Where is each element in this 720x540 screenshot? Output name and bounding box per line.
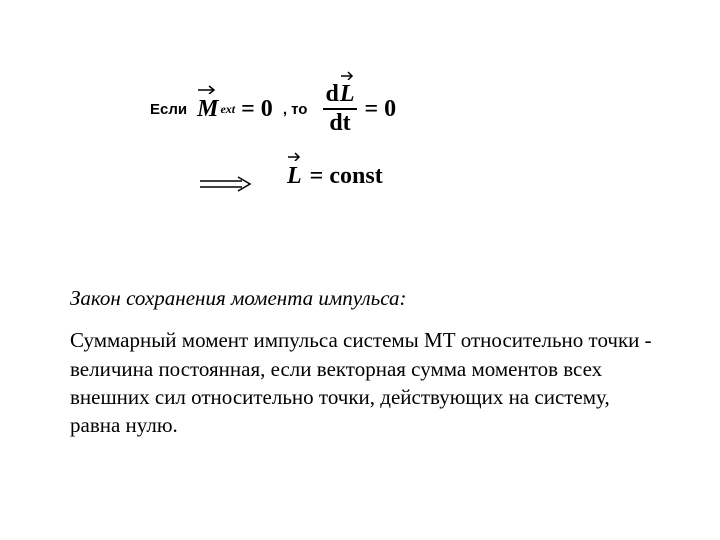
- vector-arrow-icon: [197, 84, 218, 94]
- law-title: Закон сохранения момента импульса:: [70, 284, 660, 312]
- eq-rhs: = 0: [365, 96, 397, 123]
- vector-arrow-icon: [287, 151, 302, 161]
- fraction-dLdt: d L dt: [323, 82, 356, 136]
- law-text-block: Закон сохранения момента импульса: Сумма…: [70, 284, 660, 440]
- condition-line: Если M ext = 0 , то d: [150, 82, 396, 136]
- equation-M-ext-zero: M ext = 0: [197, 96, 273, 123]
- implies-arrow-icon: [198, 176, 256, 197]
- vector-arrow-icon: [340, 70, 355, 80]
- label-then: , то: [283, 101, 308, 118]
- eq-rhs: = 0: [241, 96, 273, 123]
- label-if: Если: [150, 101, 187, 118]
- vector-L: L: [287, 163, 302, 190]
- slide: Если M ext = 0 , то d: [0, 0, 720, 540]
- eq-rhs: = const: [310, 163, 383, 190]
- equation-dLdt-zero: d L dt = 0: [323, 82, 396, 136]
- vector-L: L: [340, 82, 355, 107]
- vector-M: M: [197, 96, 218, 123]
- superscript-ext: ext: [220, 102, 235, 117]
- law-body: Суммарный момент импульса системы МТ отн…: [70, 326, 660, 439]
- equation-L-const: L = const: [287, 163, 383, 190]
